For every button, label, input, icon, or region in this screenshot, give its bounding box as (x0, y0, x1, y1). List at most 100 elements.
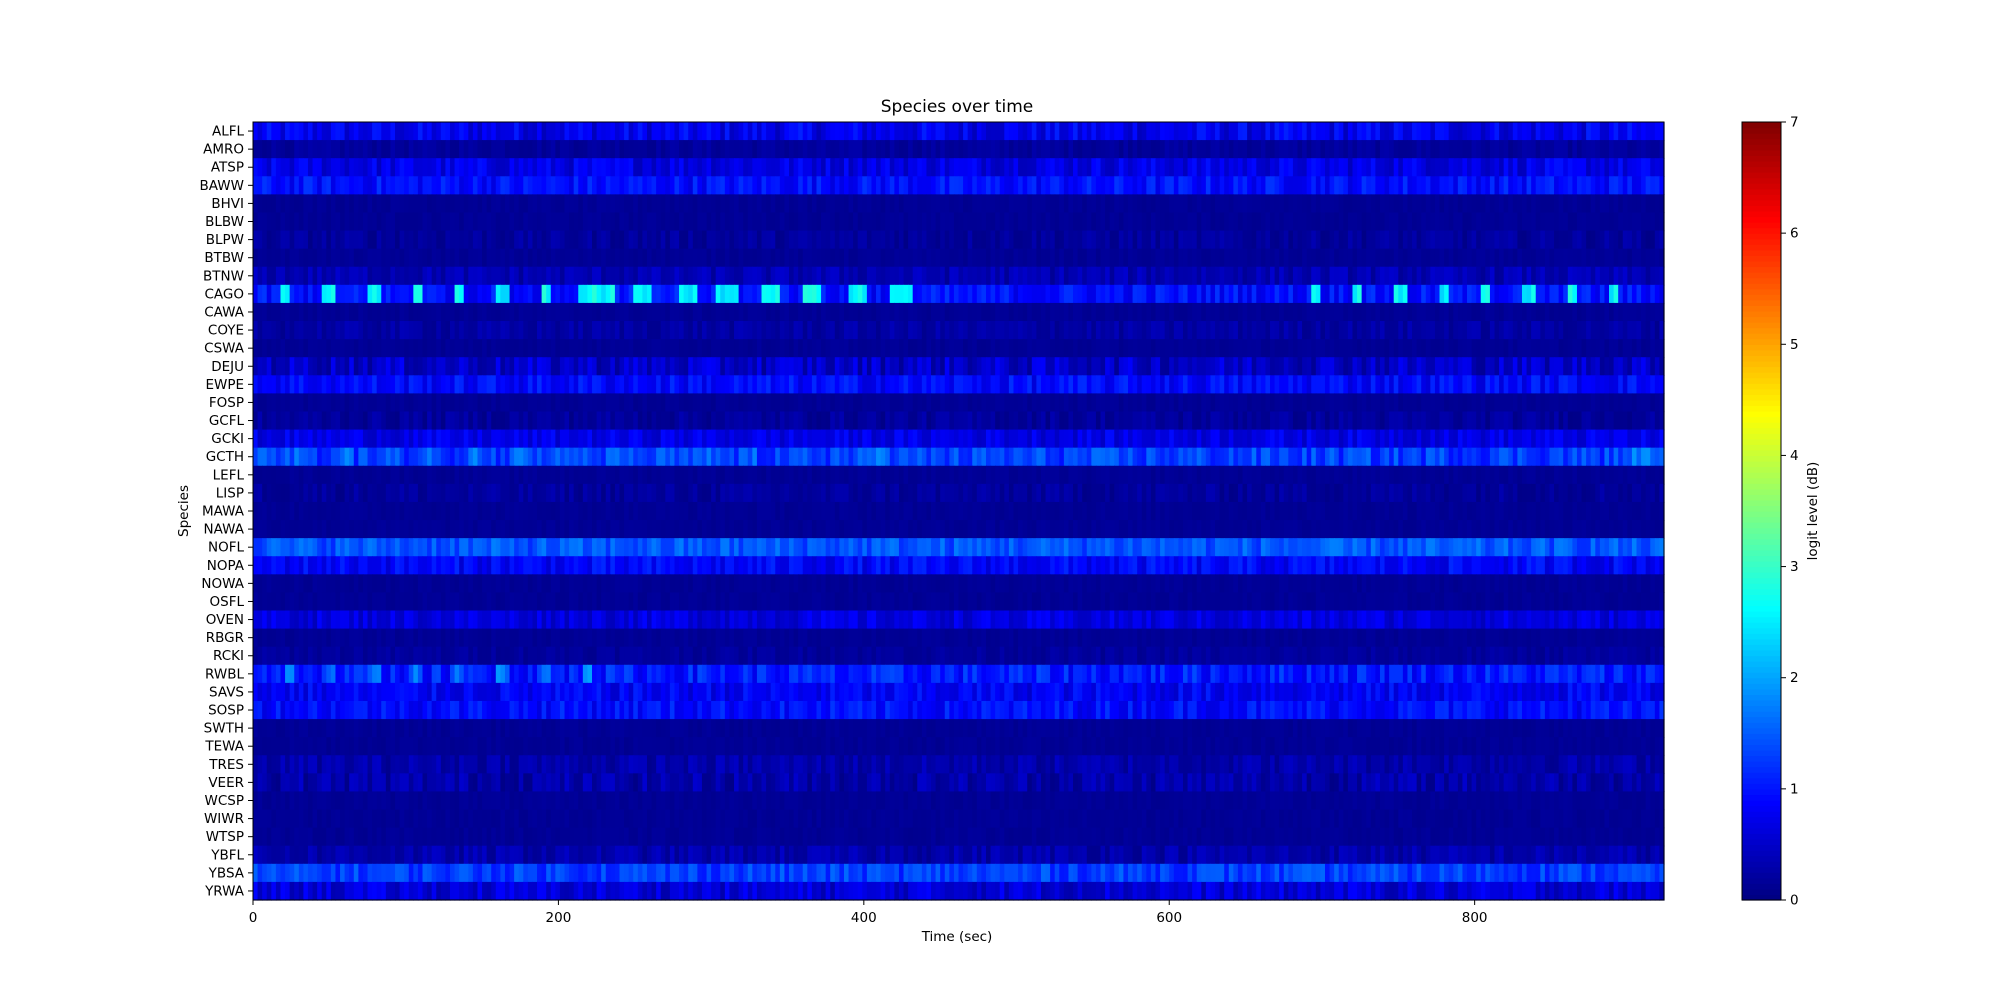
heatmap-cell (514, 375, 520, 394)
heatmap-cell (798, 321, 804, 340)
heatmap-cell (624, 176, 630, 195)
heatmap-cell (688, 230, 694, 250)
heatmap-cell (1260, 212, 1267, 232)
heatmap-cell (527, 194, 534, 214)
heatmap-cell (1045, 140, 1051, 159)
heatmap-cell (555, 284, 561, 304)
heatmap-cell (1082, 284, 1088, 304)
heatmap-cell (619, 248, 625, 268)
heatmap-cell (862, 339, 868, 358)
heatmap-cell (692, 248, 698, 268)
heatmap-cell (1031, 140, 1037, 159)
heatmap-cell (1008, 230, 1015, 250)
heatmap-cell (1581, 321, 1587, 340)
heatmap-cell (1086, 339, 1092, 358)
heatmap-cell (1654, 357, 1661, 376)
heatmap-cell (1137, 302, 1143, 322)
heatmap-cell (674, 122, 680, 141)
heatmap-cell (848, 321, 854, 340)
heatmap-cell (1050, 284, 1056, 304)
heatmap-cell (1219, 302, 1225, 322)
heatmap-cell (926, 140, 932, 159)
heatmap-cell (1324, 357, 1331, 376)
heatmap-cell (587, 284, 593, 304)
heatmap-cell (477, 357, 483, 376)
heatmap-cell (743, 393, 749, 413)
heatmap-cell (720, 321, 726, 340)
heatmap-cell (967, 266, 973, 286)
heatmap-cell (285, 321, 291, 340)
heatmap-cell (294, 122, 300, 141)
heatmap-cell (866, 140, 873, 159)
heatmap-cell (1265, 357, 1271, 376)
heatmap-cell (1114, 375, 1120, 394)
heatmap-cell (646, 194, 653, 214)
heatmap-cell (376, 122, 382, 141)
heatmap-cell (958, 140, 964, 159)
heatmap-cell (1416, 122, 1422, 141)
heatmap-cell (1274, 375, 1280, 394)
heatmap-cell (660, 212, 666, 232)
heatmap-cell (619, 212, 625, 232)
heatmap-cell (463, 375, 469, 394)
heatmap-cell (294, 212, 300, 232)
heatmap-cell (573, 284, 579, 304)
heatmap-cell (1631, 212, 1638, 232)
heatmap-cell (802, 302, 808, 322)
heatmap-cell (523, 339, 529, 358)
heatmap-cell (1370, 212, 1376, 232)
heatmap-cell (1109, 230, 1115, 250)
heatmap-cell (1109, 212, 1115, 232)
heatmap-cell (1178, 375, 1184, 394)
heatmap-cell (1370, 284, 1376, 304)
heatmap-cell (427, 194, 433, 214)
heatmap-cell (1022, 375, 1028, 394)
heatmap-cell (1141, 302, 1147, 322)
heatmap-cell (972, 321, 978, 340)
heatmap-cell (1008, 375, 1015, 394)
heatmap-cell (752, 284, 758, 304)
heatmap-cell (1031, 176, 1037, 195)
heatmap-cell (889, 176, 895, 195)
heatmap-cell (789, 140, 795, 159)
heatmap-cell (1361, 266, 1367, 286)
heatmap-cell (330, 321, 337, 340)
heatmap-cell (1531, 176, 1537, 195)
heatmap-cell (1027, 393, 1033, 413)
heatmap-cell (1393, 176, 1399, 195)
heatmap-cell (1361, 393, 1367, 413)
heatmap-cell (1237, 266, 1244, 286)
heatmap-cell (1137, 339, 1143, 358)
heatmap-cell (1228, 393, 1234, 413)
heatmap-cell (1347, 357, 1354, 376)
heatmap-cell (637, 375, 643, 394)
heatmap-cell (816, 194, 822, 214)
heatmap-cell (679, 248, 685, 268)
heatmap-cell (1352, 212, 1358, 232)
heatmap-cell (944, 393, 950, 413)
heatmap-cell (1187, 140, 1193, 159)
heatmap-cell (908, 194, 914, 214)
heatmap-cell (1086, 266, 1092, 286)
heatmap-cell (999, 284, 1005, 304)
heatmap-cell (390, 266, 396, 286)
heatmap-cell (459, 176, 465, 195)
heatmap-cell (876, 248, 882, 268)
heatmap-cell (976, 194, 982, 214)
heatmap-cell (953, 375, 960, 394)
heatmap-cell (921, 339, 928, 358)
heatmap-cell (546, 321, 552, 340)
heatmap-cell (1595, 230, 1601, 250)
heatmap-cell (1315, 393, 1322, 413)
heatmap-cell (651, 393, 657, 413)
heatmap-cell (1265, 302, 1271, 322)
heatmap-cell (1347, 266, 1354, 286)
heatmap-cell (381, 212, 387, 232)
heatmap-cell (376, 158, 382, 177)
heatmap-cell (504, 302, 511, 322)
heatmap-cell (454, 248, 460, 268)
heatmap-cell (1137, 194, 1143, 214)
heatmap-cell (509, 248, 515, 268)
heatmap-cell (921, 122, 928, 141)
heatmap-cell (1517, 375, 1523, 394)
